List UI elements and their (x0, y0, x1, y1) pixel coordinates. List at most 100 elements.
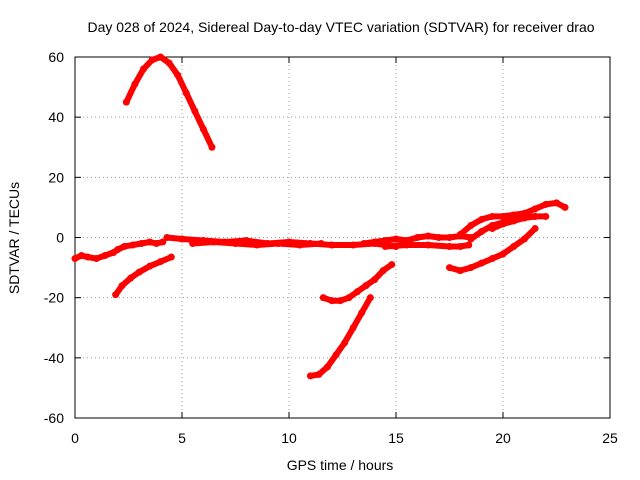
data-point (127, 274, 135, 282)
data-point (478, 227, 486, 235)
data-point (520, 235, 528, 243)
data-point (371, 238, 379, 246)
data-point (328, 241, 336, 249)
data-point (510, 217, 518, 225)
data-point (499, 220, 507, 228)
data-point (336, 297, 344, 305)
data-point (178, 235, 186, 243)
data-point (71, 255, 79, 263)
data-point (345, 294, 353, 302)
data-point (465, 241, 473, 249)
data-point (488, 224, 496, 232)
data-point (148, 56, 156, 64)
y-tick-label: -60 (44, 410, 64, 426)
data-point (435, 234, 443, 241)
data-point (131, 80, 139, 88)
data-point (510, 243, 518, 251)
data-point (157, 53, 165, 61)
data-point (122, 98, 130, 106)
data-point (296, 241, 304, 249)
data-point (542, 212, 550, 220)
data-point (112, 291, 120, 299)
data-point (139, 65, 147, 73)
y-tick-label: 20 (48, 169, 64, 185)
data-point (146, 238, 154, 246)
data-point (531, 224, 539, 232)
data-point (77, 252, 85, 260)
data-point (446, 264, 453, 272)
data-point (157, 258, 165, 266)
data-point (174, 71, 182, 79)
data-point (232, 240, 239, 248)
data-point (424, 232, 432, 240)
data-point (84, 253, 92, 261)
data-point (488, 255, 496, 263)
data-point (118, 282, 126, 290)
x-tick-label: 20 (495, 430, 511, 446)
y-tick-label: 40 (48, 109, 64, 125)
data-point (478, 259, 486, 267)
data-point (317, 240, 325, 248)
data-point (163, 234, 171, 241)
data-point (319, 294, 327, 302)
data-point (360, 240, 368, 248)
data-point (120, 243, 128, 251)
data-point (358, 309, 366, 317)
x-tick-label: 0 (71, 430, 79, 446)
data-point (379, 267, 387, 275)
data-point (253, 241, 261, 249)
data-point (208, 143, 216, 151)
data-point (165, 59, 173, 67)
data-point (446, 243, 453, 251)
data-point (274, 240, 282, 248)
chart-title: Day 028 of 2024, Sidereal Day-to-day VTE… (87, 19, 594, 35)
x-tick-label: 10 (281, 430, 297, 446)
data-point (388, 261, 396, 269)
data-point (324, 363, 332, 371)
y-tick-label: 0 (56, 230, 64, 246)
y-tick-label: 60 (48, 49, 64, 65)
data-point (381, 237, 389, 245)
data-point (189, 240, 197, 248)
data-point (349, 324, 357, 332)
data-point (315, 370, 323, 378)
x-tick-label: 25 (602, 430, 618, 446)
data-point (553, 199, 560, 207)
data-point (456, 267, 464, 275)
x-tick-label: 5 (178, 430, 186, 446)
data-point (135, 268, 143, 276)
y-axis-label: SDTVAR / TECUs (6, 182, 22, 294)
data-point (306, 372, 314, 380)
data-point (467, 221, 475, 229)
data-point (191, 107, 199, 115)
data-point (499, 212, 507, 220)
data-series (71, 53, 569, 380)
data-point (392, 235, 400, 243)
y-tick-label: -20 (44, 290, 64, 306)
data-point (362, 282, 370, 290)
data-point (446, 234, 453, 241)
data-point (332, 351, 340, 359)
data-point (467, 264, 475, 272)
data-point (182, 89, 190, 97)
data-point (531, 212, 539, 220)
data-point (159, 238, 167, 246)
data-point (152, 240, 160, 248)
axis-ticks: 0 5 10 15 20 25 -60 -40 -20 0 20 40 60 (44, 49, 618, 446)
x-tick-label: 15 (388, 430, 404, 446)
data-point (210, 238, 218, 246)
data-point (467, 235, 475, 243)
data-point (520, 214, 528, 222)
data-point (561, 203, 569, 211)
data-point (456, 243, 464, 251)
data-point (542, 200, 550, 208)
data-point (403, 241, 411, 249)
data-point (328, 297, 336, 305)
data-point (381, 243, 389, 251)
data-point (167, 253, 175, 261)
x-axis-label: GPS time / hours (287, 457, 394, 473)
data-point (424, 241, 432, 249)
data-point (341, 339, 349, 347)
data-point (413, 234, 421, 241)
